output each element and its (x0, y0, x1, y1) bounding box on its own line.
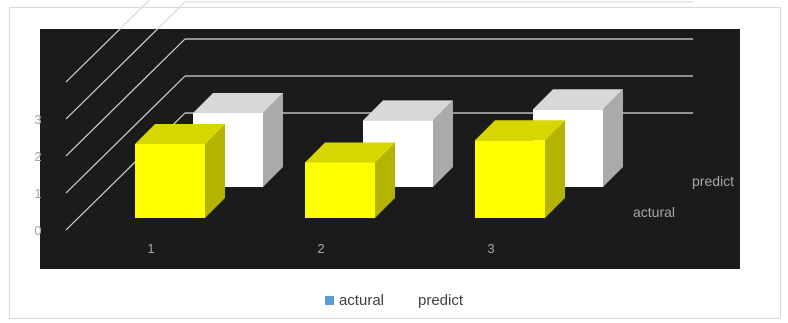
bar-side (205, 124, 225, 218)
gridline-side (65, 75, 186, 194)
bar-actural-1 (135, 144, 205, 218)
legend-label: predict (418, 292, 464, 309)
y-axis-ticks: 0 1 2 3 (34, 112, 41, 238)
legend-item-actural: actural (324, 292, 384, 309)
bar-actural-2 (305, 162, 375, 218)
bar-top (135, 124, 225, 144)
y-tick-label: 2 (34, 149, 41, 164)
x-tick-label: 2 (317, 241, 324, 256)
legend-swatch (404, 296, 413, 305)
gridline-side (65, 38, 186, 157)
bars (135, 89, 623, 218)
bar-actural-3 (475, 140, 545, 218)
legend-item-predict: predict (404, 292, 463, 309)
y-tick-label: 3 (34, 112, 41, 127)
x-tick-label: 3 (487, 241, 494, 256)
bar-top (363, 100, 453, 121)
y-tick-label: 1 (34, 186, 41, 201)
depth-label-predict: predict (692, 173, 734, 189)
depth-label-actural: actural (633, 204, 675, 220)
gridline-side (65, 1, 186, 120)
x-tick-label: 1 (147, 241, 154, 256)
x-axis-ticks: 1 2 3 (147, 241, 494, 256)
bar-top (305, 142, 395, 163)
bar-top (193, 93, 283, 113)
bar-side (545, 120, 565, 218)
bar-side (433, 100, 453, 187)
legend-label: actural (338, 292, 384, 309)
legend-swatch (324, 296, 334, 305)
legend: actural predict (0, 292, 788, 309)
gridline-side (65, 0, 151, 83)
bar-side (375, 142, 395, 218)
bar-side (263, 93, 283, 187)
bar-top (533, 89, 623, 110)
bar-top (475, 120, 565, 141)
depth-axis-labels: predict actural (633, 173, 734, 220)
bar-side (603, 89, 623, 187)
y-tick-label: 0 (34, 223, 41, 238)
